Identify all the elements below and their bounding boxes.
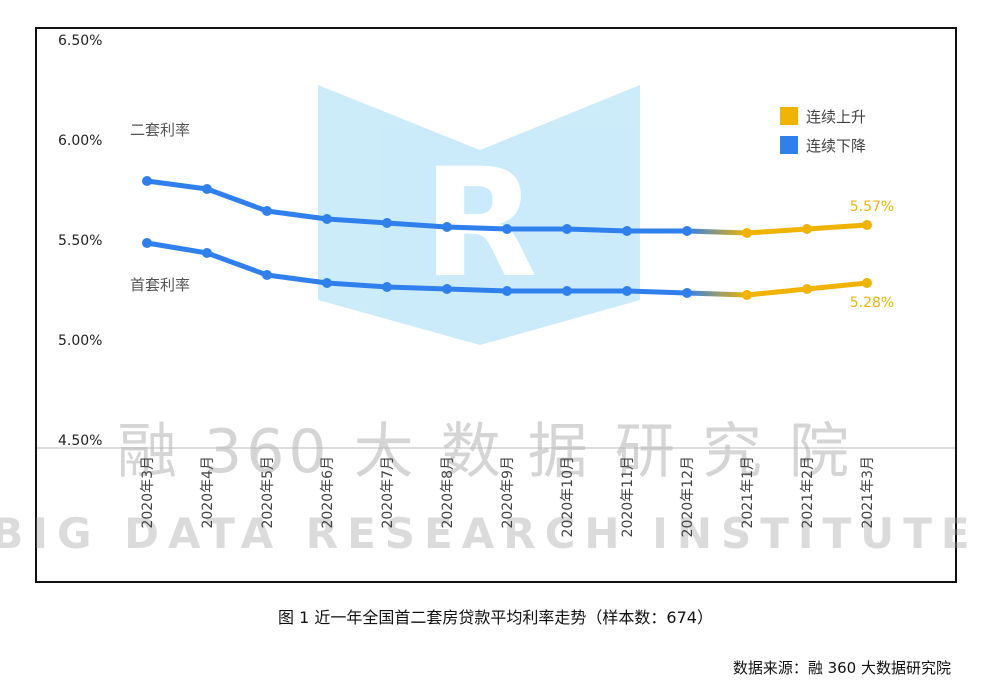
series-line-segment	[144, 240, 210, 256]
series-line-segment	[144, 178, 210, 192]
data-point	[862, 278, 872, 288]
data-point	[322, 214, 332, 224]
data-point	[562, 286, 572, 296]
series-line-segment	[444, 224, 510, 232]
series-line-segment	[384, 220, 450, 230]
data-point	[322, 278, 332, 288]
x-tick-label: 2021年2月	[800, 456, 816, 529]
figure-caption: 图 1 近一年全国首二套房贷款平均利率走势（样本数：674）	[278, 608, 713, 627]
y-tick-label: 6.00%	[58, 133, 102, 149]
x-tick-label: 2020年3月	[140, 456, 156, 529]
x-tick-label: 2020年7月	[380, 456, 396, 529]
x-tick-label: 2020年4月	[200, 456, 216, 529]
data-point	[562, 224, 572, 234]
series-line-segment	[744, 286, 810, 298]
data-point	[682, 288, 692, 298]
series-line-segment	[684, 228, 750, 236]
series-label-second-home: 二套利率	[130, 121, 190, 139]
legend-swatch-rising	[780, 107, 798, 125]
series-label-first-home: 首套利率	[130, 276, 190, 294]
y-tick-label: 6.50%	[58, 33, 102, 49]
data-point	[262, 270, 272, 280]
data-point	[502, 224, 512, 234]
chart-frame	[35, 27, 957, 583]
data-point	[142, 238, 152, 248]
x-tick-label: 2021年3月	[860, 456, 876, 529]
watermark-en: BIG DATA RESEARCH INSTITUTE	[0, 509, 979, 558]
line-chart: R 融 360 大 数 据 研 究 院 BIG DATA RESEARCH IN…	[0, 33, 979, 558]
x-tick-label: 2020年10月	[560, 456, 576, 537]
series-line-segment	[324, 280, 390, 290]
series-line-segment	[204, 250, 270, 278]
data-point	[622, 286, 632, 296]
data-point	[682, 226, 692, 236]
watermark: R 融 360 大 数 据 研 究 院 BIG DATA RESEARCH IN…	[0, 85, 979, 558]
legend-swatch-falling	[780, 136, 798, 154]
y-tick-label: 4.50%	[58, 433, 102, 449]
data-point	[262, 206, 272, 216]
legend: 连续上升 连续下降	[780, 107, 866, 155]
series-line-segment	[684, 290, 750, 298]
watermark-logo-shape	[318, 85, 640, 345]
watermark-cn: 融 360 大 数 据 研 究 院	[117, 417, 853, 487]
series-line-segment	[204, 186, 270, 214]
data-point	[802, 224, 812, 234]
data-point	[442, 222, 452, 232]
data-point	[502, 286, 512, 296]
x-tick-label: 2020年5月	[260, 456, 276, 529]
x-tick-label: 2020年6月	[320, 456, 336, 529]
series-line-segment	[744, 226, 810, 236]
data-point	[382, 282, 392, 292]
end-value-label: 5.57%	[850, 199, 894, 215]
data-point	[802, 284, 812, 294]
data-point	[742, 290, 752, 300]
series-line-segment	[564, 226, 630, 234]
x-tick-label: 2020年9月	[500, 456, 516, 529]
y-tick-label: 5.00%	[58, 333, 102, 349]
x-tick-label: 2020年11月	[620, 456, 636, 537]
x-tick-label: 2020年12月	[680, 456, 696, 537]
legend-label-falling: 连续下降	[806, 137, 866, 155]
data-point	[622, 226, 632, 236]
series-line-segment	[264, 208, 330, 222]
series-line-segment	[384, 284, 450, 292]
series-line-segment	[624, 288, 690, 296]
x-tick-label: 2021年1月	[740, 456, 756, 529]
end-value-label: 5.28%	[850, 295, 894, 311]
data-point	[862, 220, 872, 230]
series-line-segment	[264, 272, 330, 286]
data-point	[742, 228, 752, 238]
data-point	[202, 248, 212, 258]
data-source: 数据来源：融 360 大数据研究院	[732, 659, 951, 677]
data-point	[202, 184, 212, 194]
x-tick-label: 2020年8月	[440, 456, 456, 529]
y-tick-label: 5.50%	[58, 233, 102, 249]
data-point	[382, 218, 392, 228]
data-point	[442, 284, 452, 294]
series-line-segment	[804, 280, 870, 292]
series-line-segment	[324, 216, 390, 226]
legend-label-rising: 连续上升	[806, 108, 866, 126]
series-line-segment	[444, 286, 510, 294]
watermark-logo-text: R	[422, 137, 538, 311]
series-line-segment	[804, 222, 870, 232]
data-point	[142, 176, 152, 186]
